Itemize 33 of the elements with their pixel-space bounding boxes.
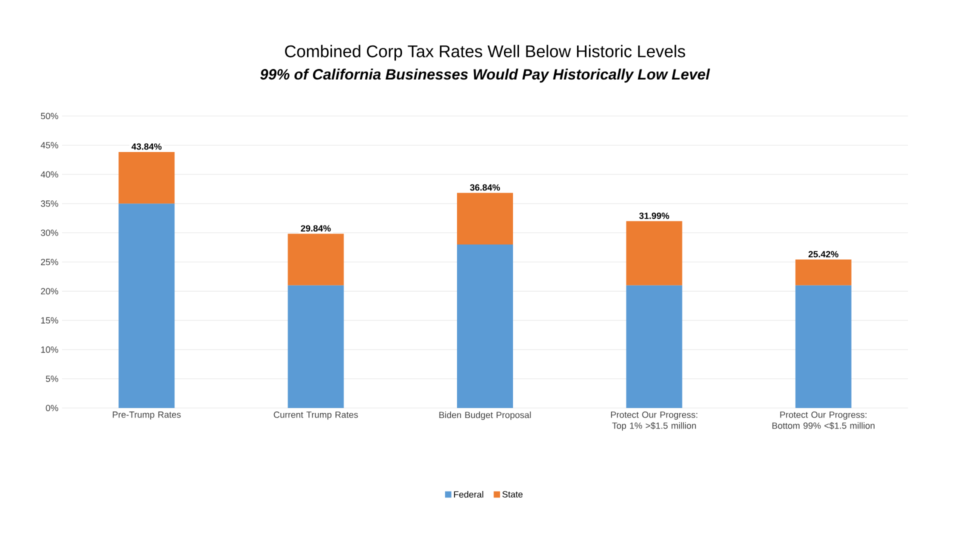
x-tick-label: Protect Our Progress: Bottom 99% <$1.5 million: [772, 412, 875, 430]
y-tick-label: 45%: [40, 142, 58, 148]
total-label: 36.84%: [470, 184, 500, 191]
bar: [457, 244, 514, 408]
y-tick-label: 0%: [46, 404, 58, 412]
bar: [288, 285, 344, 408]
chart-subtitle: 99% of California Businesses Would Pay Historically Low Level: [260, 68, 710, 83]
chart-title: Combined Corp Tax Rates Well Below Historic Levels: [285, 44, 686, 61]
bar: [288, 234, 344, 286]
total-label: 29.84%: [300, 225, 331, 232]
bar: [626, 221, 682, 286]
legend-label: Federal: [454, 491, 484, 498]
y-tick-label: 25%: [40, 258, 58, 266]
y-tick-label: 30%: [40, 230, 58, 236]
bar: [118, 152, 175, 204]
x-tick-label: Biden Budget Proposal: [439, 412, 531, 420]
x-tick-label: Protect Our Progress: Top 1% >$1.5 million: [611, 412, 698, 431]
legend-label: State: [502, 491, 523, 498]
y-tick-label: 40%: [40, 171, 58, 178]
y-tick-label: 15%: [41, 317, 58, 324]
x-tick-label: Pre-Trump Rates: [112, 412, 181, 420]
y-tick-label: 35%: [40, 200, 58, 207]
bar: [118, 204, 175, 408]
total-label: 31.99%: [639, 212, 670, 219]
y-tick-label: 20%: [40, 288, 58, 294]
bar: [626, 285, 682, 408]
y-tick-label: 5%: [46, 376, 58, 382]
y-tick-label: 10%: [41, 346, 58, 353]
y-tick-label: 50%: [40, 112, 58, 120]
x-tick-label: Current Trump Rates: [274, 412, 358, 420]
total-label: 43.84%: [132, 143, 162, 150]
total-label: 25.42%: [808, 251, 838, 258]
bar: [795, 285, 852, 408]
